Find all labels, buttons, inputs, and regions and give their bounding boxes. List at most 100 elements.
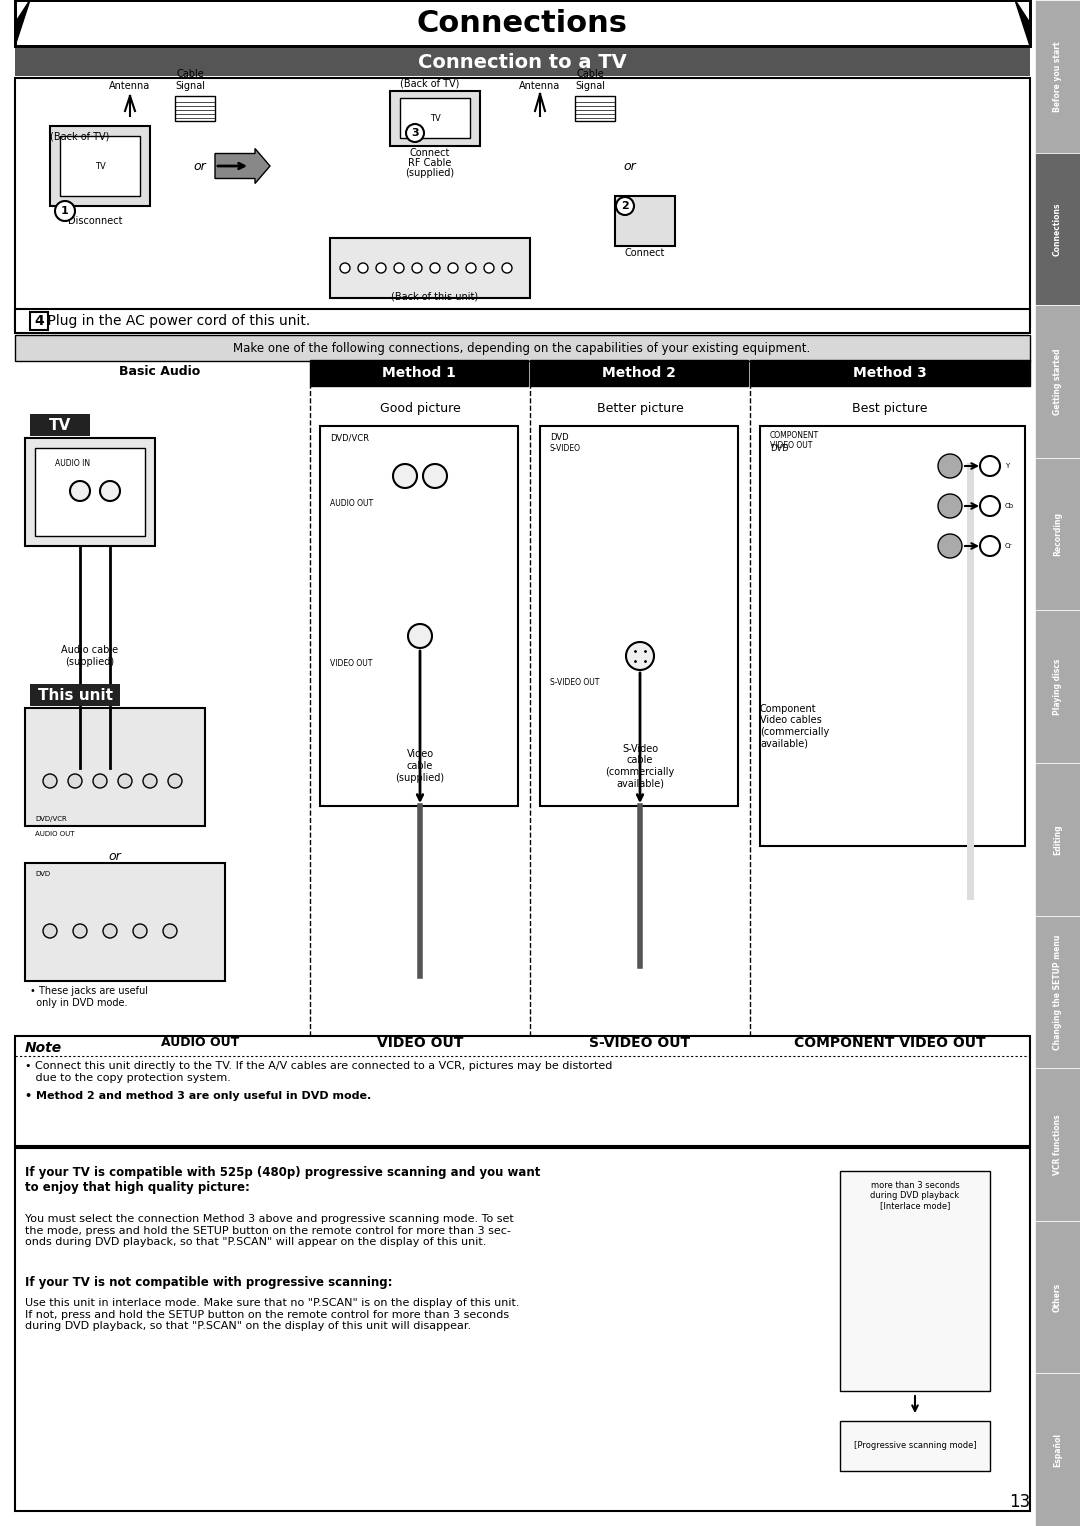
Bar — [1035, 916, 1080, 1068]
Text: (Back of this unit): (Back of this unit) — [391, 291, 478, 301]
Text: Better picture: Better picture — [596, 401, 684, 415]
Bar — [30, 684, 120, 707]
Circle shape — [411, 262, 422, 273]
Circle shape — [394, 262, 404, 273]
Text: COMPONENT
VIDEO OUT: COMPONENT VIDEO OUT — [770, 430, 819, 450]
Text: or: or — [193, 160, 206, 172]
Bar — [615, 195, 675, 246]
Bar — [400, 98, 470, 137]
Text: Best picture: Best picture — [852, 401, 928, 415]
Bar — [30, 311, 48, 330]
Text: Note: Note — [25, 1041, 63, 1054]
Text: AUDIO OUT: AUDIO OUT — [35, 832, 75, 836]
Circle shape — [939, 534, 962, 559]
Bar — [15, 78, 1030, 327]
Text: DVD/VCR: DVD/VCR — [35, 816, 67, 823]
Bar — [15, 47, 1030, 76]
Text: (Back of TV): (Back of TV) — [51, 131, 110, 140]
Circle shape — [465, 262, 476, 273]
Text: or: or — [109, 850, 121, 862]
Text: (Back of TV): (Back of TV) — [401, 78, 460, 89]
Bar — [1035, 610, 1080, 763]
Circle shape — [376, 262, 386, 273]
Text: 13: 13 — [1009, 1492, 1030, 1511]
Bar — [175, 96, 215, 121]
Circle shape — [143, 774, 157, 787]
Bar — [15, 1036, 1030, 1146]
Circle shape — [73, 925, 87, 938]
Polygon shape — [1015, 0, 1030, 46]
Text: AUDIO OUT: AUDIO OUT — [330, 499, 373, 508]
Text: Cb: Cb — [1005, 504, 1014, 510]
Circle shape — [408, 624, 432, 649]
Bar — [320, 426, 518, 806]
Circle shape — [163, 925, 177, 938]
Text: S-VIDEO OUT: S-VIDEO OUT — [550, 678, 599, 687]
Text: more than 3 seconds: more than 3 seconds — [870, 1181, 959, 1190]
Bar — [1035, 1068, 1080, 1221]
Bar — [1035, 305, 1080, 458]
Text: Disconnect: Disconnect — [68, 217, 122, 226]
Text: VIDEO OUT: VIDEO OUT — [377, 1036, 463, 1050]
Text: 4: 4 — [35, 314, 44, 328]
Text: 2: 2 — [621, 201, 629, 211]
Circle shape — [980, 536, 1000, 555]
Text: S-VIDEO OUT: S-VIDEO OUT — [590, 1036, 690, 1050]
Text: VIDEO OUT: VIDEO OUT — [330, 659, 373, 668]
Text: or: or — [623, 160, 636, 172]
Polygon shape — [15, 0, 30, 46]
Text: DVD: DVD — [35, 871, 50, 877]
Bar — [15, 336, 1030, 362]
Text: Good picture: Good picture — [380, 401, 460, 415]
Circle shape — [93, 774, 107, 787]
Text: Connections: Connections — [1053, 201, 1062, 256]
Text: 4  Plug in the AC power cord of this unit.: 4 Plug in the AC power cord of this unit… — [30, 314, 310, 328]
Text: TV: TV — [430, 113, 441, 122]
Text: S-Video
cable
(commercially
available): S-Video cable (commercially available) — [606, 743, 675, 789]
Bar — [840, 1421, 990, 1471]
Text: Changing the SETUP menu: Changing the SETUP menu — [1053, 934, 1062, 1050]
Circle shape — [980, 496, 1000, 516]
Text: Connection to a TV: Connection to a TV — [418, 52, 626, 72]
Bar — [540, 426, 738, 806]
Circle shape — [357, 262, 368, 273]
Text: Connections: Connections — [417, 9, 627, 38]
Text: Connect: Connect — [625, 249, 665, 258]
Bar — [750, 360, 1030, 386]
Bar — [15, 308, 1030, 333]
Text: • These jacks are useful
  only in DVD mode.: • These jacks are useful only in DVD mod… — [30, 986, 148, 1007]
Text: DVD: DVD — [770, 444, 788, 453]
Circle shape — [70, 481, 90, 501]
Text: Make one of the following connections, depending on the capabilities of your exi: Make one of the following connections, d… — [233, 342, 811, 354]
Text: Audio cable
(supplied): Audio cable (supplied) — [62, 645, 119, 667]
Circle shape — [340, 262, 350, 273]
Text: Playing discs: Playing discs — [1053, 659, 1062, 714]
Text: Y: Y — [1005, 462, 1009, 468]
Text: Antenna: Antenna — [519, 81, 561, 92]
Text: Editing: Editing — [1053, 824, 1062, 855]
Bar — [1035, 1373, 1080, 1526]
Text: Method 1: Method 1 — [382, 366, 456, 380]
Bar — [15, 0, 1030, 46]
Circle shape — [68, 774, 82, 787]
Text: Cr: Cr — [1005, 543, 1013, 549]
Bar — [15, 1148, 1030, 1511]
Text: 1: 1 — [62, 206, 69, 217]
Text: Connect: Connect — [409, 148, 450, 159]
Text: Recording: Recording — [1053, 513, 1062, 555]
Bar — [25, 864, 225, 981]
Text: Others: Others — [1053, 1282, 1062, 1312]
Bar — [35, 449, 145, 536]
Bar — [30, 414, 90, 436]
Text: Video
cable
(supplied): Video cable (supplied) — [395, 749, 445, 783]
Text: Español: Español — [1053, 1433, 1062, 1466]
Bar — [760, 426, 1025, 845]
Bar — [15, 0, 1030, 46]
Text: S-VIDEO: S-VIDEO — [550, 444, 581, 453]
Text: AUDIO IN: AUDIO IN — [55, 459, 90, 468]
Text: TV: TV — [49, 418, 71, 432]
Bar — [25, 438, 156, 546]
Text: • Connect this unit directly to the TV. If the A/V cables are connected to a VCR: • Connect this unit directly to the TV. … — [25, 1061, 612, 1082]
Text: Cable
Signal: Cable Signal — [175, 69, 205, 92]
Circle shape — [406, 124, 424, 142]
